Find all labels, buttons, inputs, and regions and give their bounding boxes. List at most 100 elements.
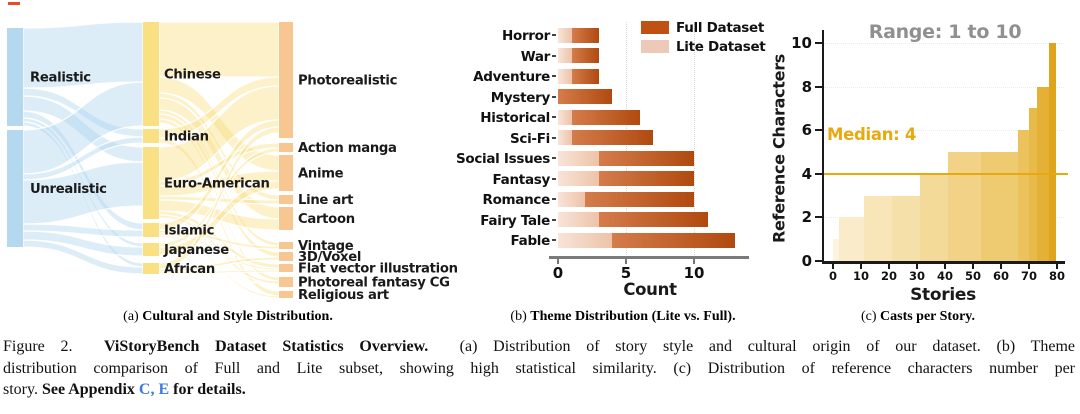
sankey-node-cartoon — [279, 207, 293, 230]
c-bar-h3 — [863, 195, 892, 261]
b-bar-lite-segment — [558, 191, 586, 207]
b-xtick-mark — [625, 259, 627, 264]
sankey-node-indian — [143, 129, 159, 143]
b-bar-lite-segment — [558, 171, 599, 186]
c-xaxis-line — [821, 261, 1065, 264]
b-category-tick — [552, 198, 556, 200]
sankey-node-line-art — [279, 195, 293, 204]
b-bar-lite-segment — [558, 232, 613, 248]
b-category-tick — [552, 177, 556, 180]
c-xtick-mark — [888, 263, 890, 269]
b-bar-fairy-tale — [558, 212, 708, 227]
b-bar-full-segment — [571, 130, 654, 145]
b-xaxis-line — [549, 256, 749, 259]
b-bar-historical — [558, 109, 640, 125]
sankey-node-japanese — [143, 243, 159, 256]
c-median-line — [822, 172, 1068, 176]
sankey-node-photorealistic — [279, 22, 293, 138]
b-bar-war — [558, 48, 599, 63]
b-bar-lite-segment — [558, 150, 599, 166]
c-ytick-mark — [815, 260, 822, 262]
b-bar-full-segment — [598, 150, 694, 166]
sankey-label-japanese: Japanese — [163, 243, 229, 258]
c-bar-h5 — [981, 152, 1018, 261]
c-xtick-label: 30 — [908, 269, 926, 283]
caption-line-3: story. See Appendix C, E for details. — [3, 381, 246, 398]
sankey-label-action-manga: Action manga — [298, 141, 397, 156]
b-category-tick — [552, 75, 556, 77]
b-category-label: War — [520, 48, 551, 65]
c-bar-h5 — [947, 152, 982, 261]
c-ytick-label: 2 — [801, 208, 812, 227]
b-category-tick — [552, 34, 556, 36]
c-xtick-mark — [1056, 263, 1058, 269]
b-category-tick — [552, 136, 556, 139]
c-ytick-mark — [815, 129, 822, 132]
c-bar-h6 — [1017, 130, 1029, 261]
c-ytick-label: 6 — [801, 121, 812, 140]
c-ytick-label: 4 — [801, 164, 812, 183]
c-ytick-mark — [815, 85, 822, 88]
b-bar-fantasy — [558, 171, 694, 186]
b-category-label: Fable — [510, 233, 551, 249]
caption-line-1: Figure 2. ViStoryBench Dataset Statistic… — [3, 338, 1075, 355]
sankey-node-photoreal-fantasy-cg — [279, 277, 293, 287]
sankey-node-euro-american — [143, 147, 159, 219]
legend-label-full: Full Dataset — [676, 20, 765, 36]
caption-line-2: distribution comparison of Full and Lite… — [3, 359, 1075, 377]
b-category-label: Fantasy — [492, 171, 551, 188]
b-xtick-label: 5 — [620, 264, 632, 282]
b-bar-full-segment — [571, 68, 599, 84]
b-category-label: Adventure — [473, 69, 550, 85]
b-bar-romance — [558, 191, 694, 207]
sankey-label-indian: Indian — [164, 130, 209, 145]
c-range-annotation: Range: 1 to 10 — [868, 21, 1022, 43]
b-category-label: Mystery — [490, 89, 551, 106]
b-category-label: Fairy Tale — [480, 212, 550, 229]
sankey-label-african: African — [164, 262, 215, 277]
appendix-ref-c[interactable]: C, — [138, 381, 155, 398]
b-xaxis-label: Count — [623, 280, 677, 299]
sankey-label-3d-voxel: 3D/Voxel — [298, 250, 361, 265]
sankey-node-chinese — [143, 22, 159, 126]
c-median-annotation: Median: 4 — [827, 125, 917, 144]
sankey-label-religious-art: Religious art — [298, 288, 389, 303]
c-gridline-6 — [824, 130, 1064, 132]
sankey-node-african — [143, 263, 159, 274]
sankey-label-cartoon: Cartoon — [298, 212, 355, 227]
sankey-node-flat-vector-illustration — [279, 264, 293, 272]
c-ytick-mark — [815, 216, 822, 219]
c-xtick-label: 40 — [936, 269, 954, 283]
b-gridline-10 — [694, 22, 695, 255]
b-bar-full-segment — [598, 212, 708, 227]
sankey-label-anime: Anime — [298, 167, 344, 182]
c-xtick-mark — [1000, 263, 1002, 269]
b-bar-lite-segment — [558, 68, 572, 84]
subcaption-b: (b) Theme Distribution (Lite vs. Full). — [510, 309, 736, 324]
b-category-label: Social Issues — [455, 151, 550, 167]
c-xtick-mark — [860, 263, 862, 269]
b-bar-sci-fi — [558, 130, 654, 145]
b-category-label: Romance — [482, 192, 550, 208]
c-bar-h3 — [891, 195, 920, 261]
b-category-label: Historical — [480, 110, 550, 126]
legend-label-lite: Lite Dataset — [676, 39, 766, 55]
appendix-ref-e[interactable]: E — [158, 381, 170, 398]
b-bar-full-segment — [571, 109, 640, 125]
b-bar-full-segment — [558, 89, 613, 104]
b-category-label: Sci-Fi — [509, 130, 550, 147]
sankey-label-islamic: Islamic — [164, 224, 214, 239]
legend-swatch-lite — [641, 40, 669, 53]
c-bar-h2 — [838, 217, 864, 261]
c-ytick-label: 0 — [801, 252, 812, 270]
c-ytick-label: 8 — [801, 77, 812, 96]
sankey-node-islamic — [143, 223, 159, 237]
b-category-label: Horror — [501, 28, 550, 44]
c-ytick-label: 10 — [791, 34, 812, 52]
b-category-tick — [552, 218, 556, 221]
sankey-label-vintage: Vintage — [298, 239, 354, 254]
c-xaxis-label: Stories — [910, 285, 976, 305]
b-bar-lite-segment — [558, 130, 572, 145]
b-bar-social-issues — [558, 150, 694, 166]
